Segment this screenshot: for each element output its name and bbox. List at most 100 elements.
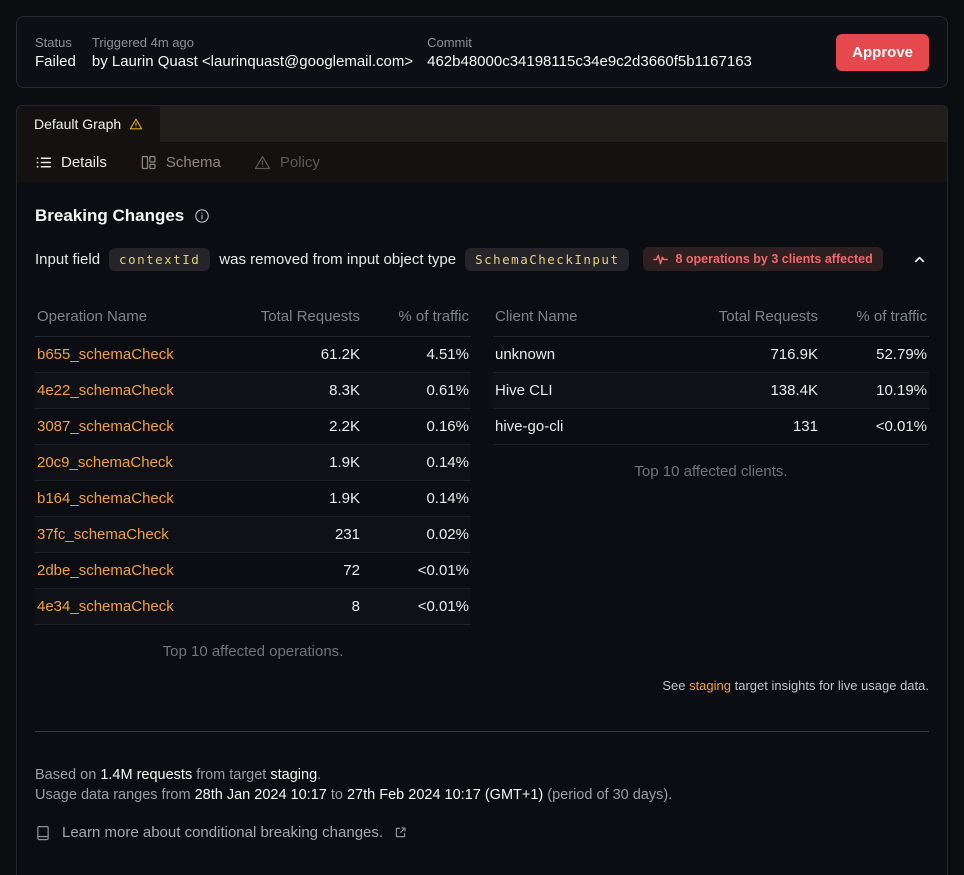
operation-traffic: <0.01% xyxy=(361,552,471,589)
operation-link[interactable]: b164_schemaCheck xyxy=(37,490,174,507)
check-summary-card: Status Failed Triggered 4m ago by Laurin… xyxy=(16,16,948,88)
operation-traffic: <0.01% xyxy=(361,588,471,625)
clients-caption: Top 10 affected clients. xyxy=(634,463,788,480)
table-row: 2dbe_schemaCheck 72 <0.01% xyxy=(35,552,471,589)
list-icon xyxy=(35,154,52,171)
clients-header-traffic: % of traffic xyxy=(819,297,929,337)
operation-traffic: 0.14% xyxy=(361,444,471,481)
table-row: Hive CLI 138.4K 10.19% xyxy=(493,372,929,409)
operation-requests: 1.9K xyxy=(239,480,362,517)
clients-table-section: Client Name Total Requests % of traffic … xyxy=(493,297,929,482)
check-nav-tabs: Details Schema Policy xyxy=(17,142,947,182)
change-text-before: Input field xyxy=(35,250,101,268)
chevron-up-icon[interactable] xyxy=(910,250,929,269)
usage-requests-value: 1.4M requests xyxy=(100,767,193,783)
usage-text: Based on xyxy=(35,767,101,783)
client-traffic: 10.19% xyxy=(819,372,929,409)
operations-header-traffic: % of traffic xyxy=(361,297,471,337)
policy-warning-icon xyxy=(254,154,271,171)
book-icon xyxy=(35,825,51,841)
schema-check-panel: Default Graph Details xyxy=(16,105,948,875)
table-row: 3087_schemaCheck 2.2K 0.16% xyxy=(35,408,471,445)
usage-line-2: Usage data ranges from 28th Jan 2024 10:… xyxy=(35,785,929,805)
table-row: 20c9_schemaCheck 1.9K 0.14% xyxy=(35,444,471,481)
activity-pulse-icon xyxy=(653,253,669,266)
client-traffic: <0.01% xyxy=(819,408,929,445)
operation-link[interactable]: 3087_schemaCheck xyxy=(37,418,174,435)
operations-header-name: Operation Name xyxy=(35,297,240,337)
usage-summary: Based on 1.4M requests from target stagi… xyxy=(35,765,929,805)
usage-text: Usage data ranges from xyxy=(35,787,195,803)
tab-default-graph[interactable]: Default Graph xyxy=(17,106,161,142)
staging-link[interactable]: staging xyxy=(689,678,731,693)
breaking-changes-heading: Breaking Changes xyxy=(35,206,929,226)
operations-caption: Top 10 affected operations. xyxy=(162,643,344,660)
operations-table: Operation Name Total Requests % of traff… xyxy=(35,297,471,625)
operation-requests: 231 xyxy=(239,516,362,553)
operation-requests: 61.2K xyxy=(239,336,362,373)
table-row: 4e22_schemaCheck 8.3K 0.61% xyxy=(35,372,471,409)
client-name: Hive CLI xyxy=(493,372,698,409)
tab-details[interactable]: Details xyxy=(35,154,107,171)
operation-link[interactable]: 4e34_schemaCheck xyxy=(37,598,174,615)
type-code-badge: SchemaCheckInput xyxy=(465,247,630,271)
usage-line-1: Based on 1.4M requests from target stagi… xyxy=(35,765,929,785)
operations-header-row: Operation Name Total Requests % of traff… xyxy=(35,297,471,337)
operation-link[interactable]: 2dbe_schemaCheck xyxy=(37,562,174,579)
usage-text: to xyxy=(326,787,347,803)
affected-operations-badge[interactable]: 8 operations by 3 clients affected xyxy=(643,247,883,271)
commit-column: Commit 462b48000c34198115c34e9c2d3660f5b… xyxy=(427,35,752,70)
change-text-middle: was removed from input object type xyxy=(219,250,457,268)
tab-policy-label: Policy xyxy=(279,153,320,171)
client-requests: 716.9K xyxy=(697,336,820,373)
breaking-changes-title: Breaking Changes xyxy=(35,206,185,225)
operation-traffic: 0.16% xyxy=(361,408,471,445)
triggered-author: by Laurin Quast <laurinquast@googlemail.… xyxy=(91,52,414,70)
client-name: hive-go-cli xyxy=(493,408,698,445)
status-label: Status xyxy=(35,34,72,50)
clients-table: Client Name Total Requests % of traffic … xyxy=(493,297,929,445)
operation-link[interactable]: 37fc_schemaCheck xyxy=(37,526,169,543)
table-row: b655_schemaCheck 61.2K 4.51% xyxy=(35,336,471,373)
clients-header-name: Client Name xyxy=(493,297,698,337)
section-divider xyxy=(35,731,929,732)
commit-label: Commit xyxy=(427,34,472,50)
learn-more-link[interactable]: Learn more about conditional breaking ch… xyxy=(35,824,929,841)
operation-traffic: 0.14% xyxy=(361,480,471,517)
usage-date-to: 27th Feb 2024 10:17 (GMT+1) xyxy=(346,787,544,803)
client-requests: 131 xyxy=(697,408,820,445)
tab-policy[interactable]: Policy xyxy=(254,154,320,171)
info-icon[interactable] xyxy=(194,208,210,224)
operation-requests: 8.3K xyxy=(239,372,362,409)
table-row: 37fc_schemaCheck 231 0.02% xyxy=(35,516,471,553)
operation-requests: 2.2K xyxy=(239,408,362,445)
operation-link[interactable]: 20c9_schemaCheck xyxy=(37,454,173,471)
operation-requests: 1.9K xyxy=(239,444,362,481)
client-requests: 138.4K xyxy=(697,372,820,409)
client-traffic: 52.79% xyxy=(819,336,929,373)
tab-schema[interactable]: Schema xyxy=(140,154,221,171)
learn-more-label: Learn more about conditional breaking ch… xyxy=(62,824,384,841)
operation-traffic: 4.51% xyxy=(361,336,471,373)
table-row: 4e34_schemaCheck 8 <0.01% xyxy=(35,588,471,625)
table-row: hive-go-cli 131 <0.01% xyxy=(493,408,929,445)
usage-text: from target xyxy=(192,767,271,783)
operation-link[interactable]: 4e22_schemaCheck xyxy=(37,382,174,399)
operations-header-requests: Total Requests xyxy=(239,297,362,337)
usage-text: (period of 30 days). xyxy=(543,787,673,803)
insights-text-after: target insights for live usage data. xyxy=(730,678,929,693)
operation-requests: 8 xyxy=(239,588,362,625)
triggered-label: Triggered 4m ago xyxy=(91,34,194,50)
schema-columns-icon xyxy=(140,154,157,171)
tab-details-label: Details xyxy=(61,153,107,171)
tab-schema-label: Schema xyxy=(165,153,221,171)
details-content: Breaking Changes Input field contextId w… xyxy=(17,206,947,841)
affected-badge-label: 8 operations by 3 clients affected xyxy=(675,252,873,266)
operation-traffic: 0.61% xyxy=(361,372,471,409)
breaking-change-row[interactable]: Input field contextId was removed from i… xyxy=(35,247,929,271)
operation-link[interactable]: b655_schemaCheck xyxy=(37,346,174,363)
approve-button[interactable]: Approve xyxy=(836,33,929,71)
graph-tab-label: Default Graph xyxy=(34,116,122,132)
triggered-column: Triggered 4m ago by Laurin Quast <laurin… xyxy=(92,35,413,70)
insights-note: See staging target insights for live usa… xyxy=(35,678,929,693)
